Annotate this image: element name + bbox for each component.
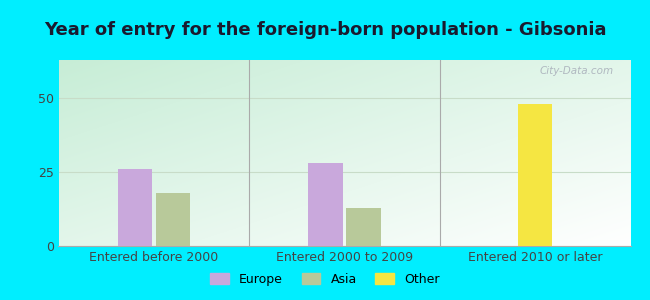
Legend: Europe, Asia, Other: Europe, Asia, Other — [205, 268, 445, 291]
Text: Year of entry for the foreign-born population - Gibsonia: Year of entry for the foreign-born popul… — [44, 21, 606, 39]
Text: City-Data.com: City-Data.com — [540, 66, 614, 76]
Bar — [346, 208, 381, 246]
Bar — [118, 169, 152, 246]
Bar — [156, 193, 190, 246]
Bar — [518, 104, 552, 246]
Bar — [308, 163, 343, 246]
